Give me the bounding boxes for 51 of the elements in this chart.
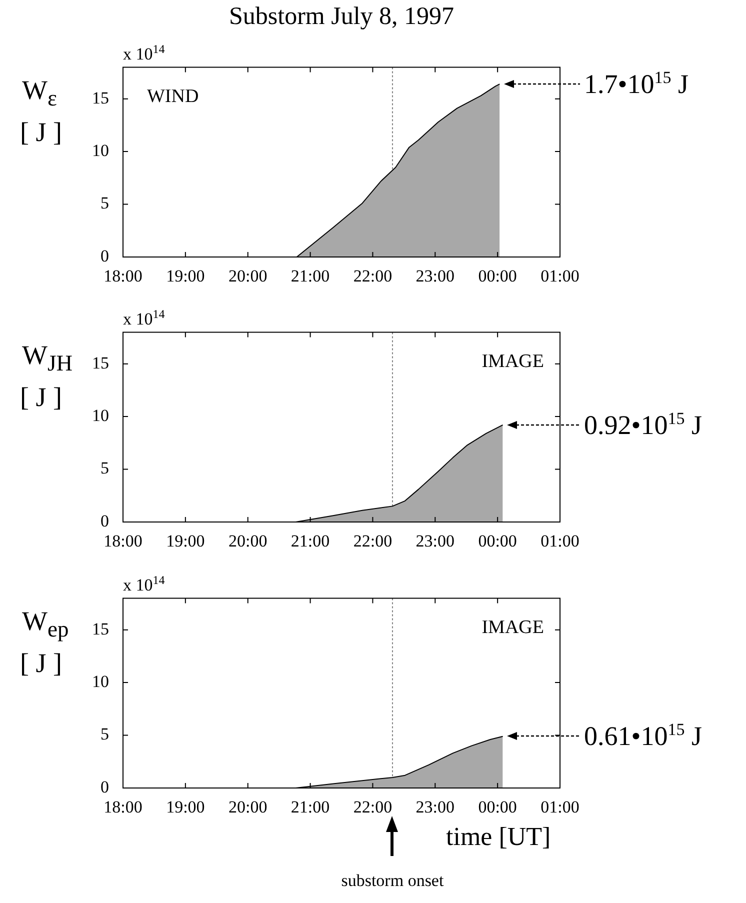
x-tick-label: 22:00 [353, 798, 392, 817]
x-tick-label: 00:00 [478, 532, 517, 551]
y-tick-label: 15 [92, 353, 109, 372]
x-tick-label: 22:00 [353, 266, 392, 286]
y-axis-title: W$_{JH}$ [ J ] [20, 340, 72, 412]
y-axis-title: W$_{ep}$ [ J ] [20, 606, 69, 678]
x-tick-label: 20:00 [228, 266, 268, 286]
x-tick-label: 18:00 [104, 532, 142, 551]
text: substorm onset [341, 871, 444, 890]
x-tick-label: 20:00 [228, 798, 268, 817]
x-tick-label: 18:00 [104, 798, 142, 817]
annotation: WIND [147, 86, 199, 108]
x-tick-label: 01:00 [540, 266, 580, 286]
text: x 10$^{14}$ [123, 573, 165, 595]
x-axis-title: time [UT] [446, 822, 551, 851]
y-tick-label: 5 [100, 194, 109, 213]
x-tick-label: 20:00 [228, 532, 268, 551]
y-axis-title: W$_{ε}$ [ J ] [20, 75, 62, 148]
y-tick-label: 10 [92, 672, 109, 692]
x-tick-label: 19:00 [166, 266, 205, 286]
x-tick-label: 19:00 [166, 532, 205, 551]
y-tick-label: 10 [92, 141, 109, 160]
y-tick-label: 15 [92, 88, 109, 108]
x-tick-label: 21:00 [290, 266, 330, 286]
x-tick-label: 19:00 [166, 798, 205, 817]
annotation: IMAGE [482, 617, 544, 638]
text: x 10$^{14}$ [123, 42, 165, 64]
x-tick-label: 00:00 [478, 798, 517, 817]
text: 1.7•10$^{15}$ J [584, 68, 688, 100]
y-tick-label: 0 [100, 777, 109, 796]
x-tick-label: 23:00 [416, 798, 455, 817]
text: 0.61•10$^{15}$ J [584, 720, 702, 752]
x-tick-label: 21:00 [290, 532, 330, 551]
x-tick-label: 23:00 [416, 266, 455, 286]
x-tick-label: 21:00 [290, 798, 330, 817]
y-tick-label: 0 [100, 246, 109, 266]
annotation: IMAGE [482, 351, 544, 372]
x-tick-label: 01:00 [540, 798, 580, 817]
y-tick-label: 5 [100, 724, 109, 744]
x-tick-label: 18:00 [104, 266, 142, 286]
y-tick-label: 15 [92, 619, 109, 638]
x-tick-label: 22:00 [353, 532, 392, 551]
y-tick-label: 10 [92, 406, 109, 426]
x-tick-label: 01:00 [540, 532, 580, 551]
x-tick-label: 23:00 [416, 532, 455, 551]
text: x 10$^{14}$ [123, 307, 165, 329]
x-tick-label: 00:00 [478, 266, 517, 286]
y-tick-label: 0 [100, 511, 109, 530]
y-tick-label: 5 [100, 458, 109, 478]
text: 0.92•10$^{15}$ J [584, 408, 702, 440]
chart-title: Substorm July 8, 1997 [228, 3, 454, 30]
